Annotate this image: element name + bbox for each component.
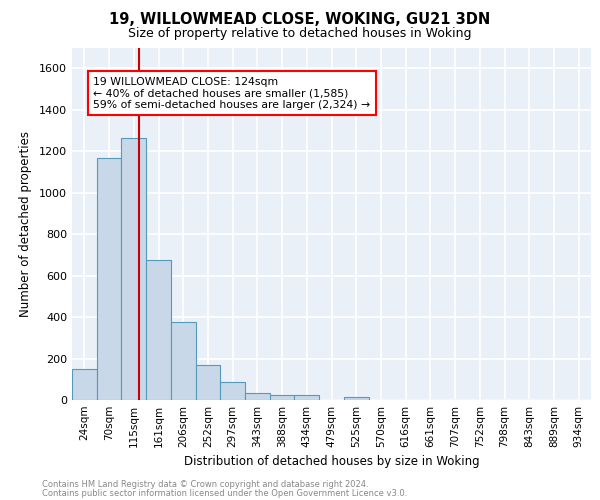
Text: 19 WILLOWMEAD CLOSE: 124sqm
← 40% of detached houses are smaller (1,585)
59% of : 19 WILLOWMEAD CLOSE: 124sqm ← 40% of det… [93, 76, 370, 110]
Bar [245, 392, 270, 400]
Bar [295, 396, 319, 400]
Bar [344, 397, 368, 400]
Text: 19, WILLOWMEAD CLOSE, WOKING, GU21 3DN: 19, WILLOWMEAD CLOSE, WOKING, GU21 3DN [109, 12, 491, 28]
Bar [121, 138, 146, 400]
Bar [196, 365, 220, 400]
Bar [97, 158, 121, 400]
Text: Size of property relative to detached houses in Woking: Size of property relative to detached ho… [128, 28, 472, 40]
Text: Contains public sector information licensed under the Open Government Licence v3: Contains public sector information licen… [42, 488, 407, 498]
Text: Contains HM Land Registry data © Crown copyright and database right 2024.: Contains HM Land Registry data © Crown c… [42, 480, 368, 489]
Bar [270, 395, 295, 400]
Bar [146, 260, 171, 400]
Bar [220, 382, 245, 400]
Bar [72, 370, 97, 400]
X-axis label: Distribution of detached houses by size in Woking: Distribution of detached houses by size … [184, 456, 479, 468]
Y-axis label: Number of detached properties: Number of detached properties [19, 130, 32, 317]
Bar [171, 322, 196, 400]
